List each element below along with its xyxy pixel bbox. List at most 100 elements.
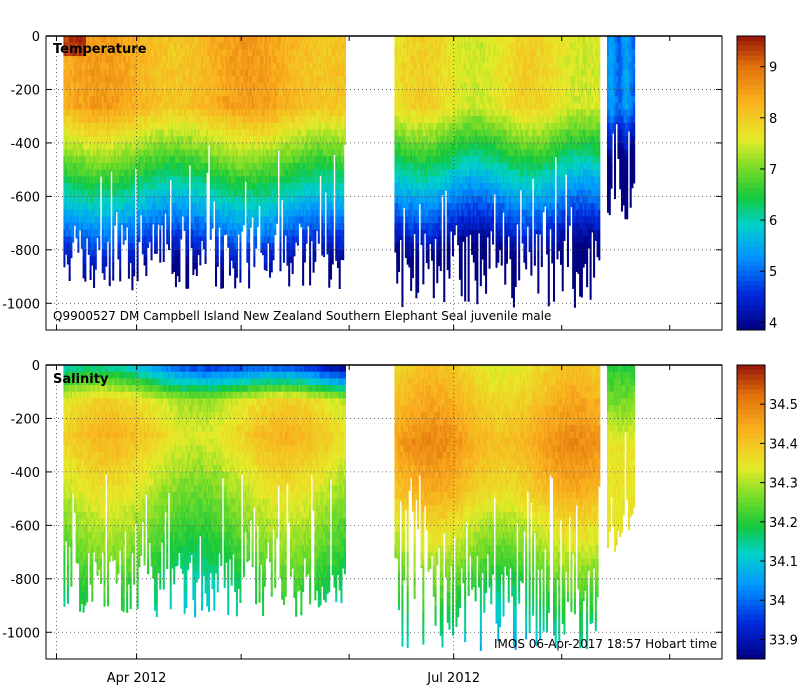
data-cell: [171, 42, 174, 50]
data-cell: [131, 102, 134, 110]
data-cell: [96, 62, 99, 70]
data-cell: [227, 136, 230, 144]
data-cell: [284, 156, 287, 164]
data-cell: [216, 183, 219, 191]
data-cell: [147, 122, 150, 130]
data-cell: [148, 209, 151, 217]
data-cell: [84, 189, 87, 197]
data-cell: [197, 42, 200, 50]
data-cell: [110, 69, 113, 77]
data-cell: [66, 263, 69, 265]
data-cell: [157, 116, 160, 124]
data-cell: [115, 142, 118, 150]
data-cell: [251, 136, 254, 144]
data-cell: [202, 49, 205, 57]
data-cell: [270, 116, 273, 124]
data-cell: [251, 196, 254, 204]
data-cell: [131, 96, 134, 104]
data-cell: [164, 136, 167, 144]
data-cell: [230, 169, 233, 177]
data-cell: [244, 56, 247, 64]
data-cell: [174, 142, 177, 150]
data-cell: [260, 42, 263, 50]
data-cell: [228, 203, 231, 211]
data-cell: [208, 116, 211, 124]
data-cell: [206, 156, 209, 164]
data-cell: [157, 129, 160, 137]
profile: [235, 36, 238, 278]
data-cell: [204, 96, 207, 104]
data-cell: [133, 263, 136, 271]
data-cell: [300, 109, 303, 117]
data-cell: [190, 69, 193, 77]
profile: [194, 36, 197, 270]
data-cell: [232, 149, 235, 157]
data-cell: [154, 49, 157, 57]
data-cell: [148, 96, 151, 104]
data-cell: [72, 223, 75, 231]
data-cell: [201, 42, 204, 50]
data-cell: [225, 216, 228, 224]
data-cell: [234, 142, 237, 150]
data-cell: [101, 116, 104, 124]
data-cell: [272, 156, 275, 164]
data-cell: [262, 42, 265, 50]
data-cell: [75, 82, 78, 90]
data-cell: [289, 183, 292, 191]
data-cell: [246, 189, 249, 197]
data-cell: [215, 89, 218, 97]
data-cell: [72, 203, 75, 211]
data-cell: [282, 96, 285, 104]
data-cell: [225, 229, 228, 235]
data-cell: [234, 129, 237, 137]
data-cell: [208, 136, 211, 144]
data-cell: [213, 129, 216, 137]
data-cell: [82, 263, 85, 271]
data-cell: [215, 209, 218, 217]
data-cell: [141, 56, 144, 64]
data-cell: [277, 149, 280, 151]
data-cell: [141, 136, 144, 144]
data-cell: [119, 36, 122, 44]
data-cell: [246, 69, 249, 77]
data-cell: [94, 116, 97, 124]
data-cell: [164, 82, 167, 90]
data-cell: [166, 49, 169, 57]
data-cell: [145, 142, 148, 150]
data-cell: [309, 89, 312, 97]
data-cell: [258, 142, 261, 150]
data-cell: [218, 156, 221, 164]
data-cell: [302, 203, 305, 211]
data-cell: [145, 96, 148, 104]
data-cell: [133, 142, 136, 150]
data-cell: [162, 142, 165, 150]
data-cell: [141, 76, 144, 84]
data-cell: [218, 129, 221, 137]
data-cell: [157, 142, 160, 150]
data-cell: [309, 263, 312, 271]
data-cell: [117, 176, 120, 184]
data-cell: [208, 42, 211, 50]
data-cell: [295, 236, 298, 243]
data-cell: [202, 142, 205, 150]
data-cell: [138, 162, 141, 171]
data-cell: [275, 142, 279, 150]
data-cell: [279, 183, 282, 191]
profile: [216, 36, 219, 267]
data-cell: [269, 96, 272, 104]
data-cell: [277, 36, 280, 44]
data-cell: [295, 129, 298, 137]
data-cell: [202, 42, 205, 50]
data-cell: [160, 42, 164, 50]
data-cell: [225, 142, 228, 150]
data-cell: [296, 156, 299, 164]
data-cell: [275, 49, 279, 57]
data-cell: [279, 216, 282, 224]
data-cell: [260, 116, 263, 124]
data-cell: [82, 42, 85, 50]
data-cell: [91, 76, 94, 84]
data-cell: [239, 276, 242, 283]
data-cell: [234, 216, 237, 224]
data-cell: [204, 263, 207, 264]
data-cell: [288, 122, 291, 130]
